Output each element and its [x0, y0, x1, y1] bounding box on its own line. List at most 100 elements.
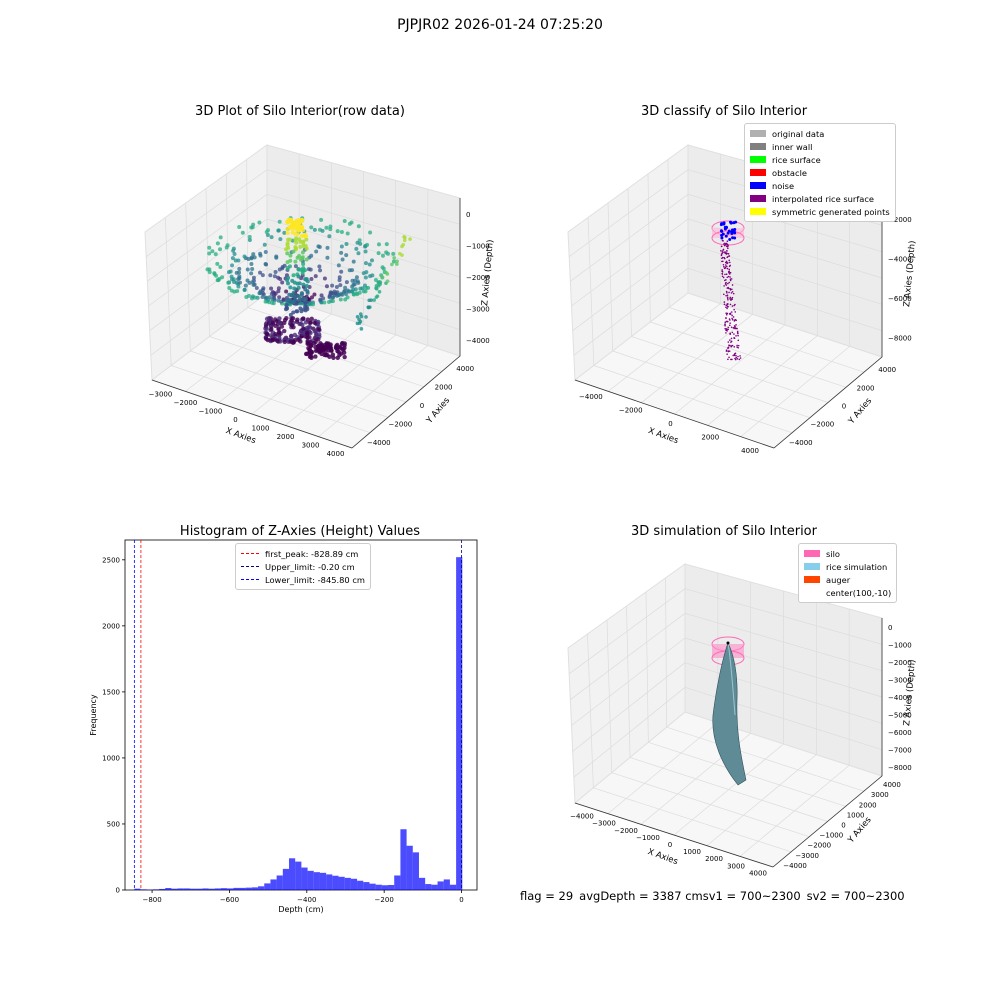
plot4-y-tick: −3000	[795, 852, 819, 860]
plot1-point	[408, 237, 412, 241]
interp-point	[730, 278, 733, 280]
plot1-point	[298, 321, 303, 326]
plot1-point	[226, 280, 231, 285]
plot1-point	[287, 264, 292, 269]
plot1-point	[298, 239, 303, 244]
plot4-z-tick: −7000	[888, 747, 912, 755]
plot1-y-axis-line	[351, 355, 461, 449]
histogram-x-tick: −200	[375, 896, 394, 904]
plot1-point	[273, 269, 278, 274]
plot1-point	[290, 221, 296, 227]
plot1-point	[355, 314, 360, 319]
plot1-point	[264, 326, 269, 331]
plot4-y-axis-line	[772, 775, 883, 868]
histogram-bar	[171, 888, 178, 890]
noise-point	[727, 229, 731, 233]
noise-point	[722, 222, 726, 226]
plot1-point	[304, 234, 309, 239]
plot1-point	[316, 244, 321, 249]
plot1-point	[331, 355, 336, 360]
interp-point	[722, 263, 725, 266]
noise-point	[720, 236, 724, 240]
plot1-point	[282, 230, 287, 235]
interp-point	[723, 244, 726, 247]
interp-point	[725, 313, 728, 316]
plot1-point	[351, 259, 356, 264]
plot2-x-tick: −4000	[579, 393, 603, 401]
plot1-point	[374, 286, 378, 290]
plot1-point	[384, 242, 389, 247]
interp-point	[726, 256, 729, 258]
histogram-title: Histogram of Z-Axies (Height) Values	[179, 524, 421, 539]
plot1-point	[324, 284, 329, 289]
noise-point	[733, 236, 737, 240]
plot1-x-tick: 2000	[277, 433, 295, 441]
plot1-x-tick: −2000	[174, 399, 198, 407]
plot1-point	[231, 248, 236, 253]
plot1-point	[339, 229, 344, 234]
histogram-bar	[159, 888, 166, 890]
interp-point	[737, 344, 740, 347]
interp-point	[723, 285, 725, 287]
plot1-x-tick: 3000	[302, 441, 320, 449]
plot2-legend-label: obstacle	[772, 167, 807, 178]
interp-point	[735, 356, 738, 359]
interp-point	[724, 279, 726, 282]
interp-point	[728, 273, 731, 275]
plot1-point	[247, 234, 252, 239]
interp-point	[725, 332, 727, 334]
sv2-text: sv2 = 700~2300	[806, 889, 905, 903]
interp-point	[726, 307, 728, 310]
plot1-point	[338, 283, 343, 288]
plot1-point	[368, 274, 373, 279]
histogram-bar	[313, 872, 320, 890]
plot1-x-tick: −3000	[149, 390, 173, 398]
noise-point	[721, 232, 725, 236]
plot1-point	[271, 337, 276, 342]
plot1-point	[363, 275, 368, 280]
interp-point	[726, 303, 729, 305]
plot1-point	[288, 312, 293, 317]
plot1-point	[282, 328, 287, 334]
interp-point	[725, 290, 728, 293]
interp-point	[728, 268, 731, 271]
plot2-legend-swatch	[750, 130, 766, 137]
plot4-x-tick: −2000	[614, 827, 638, 835]
histogram-legend-item: Upper_limit: -0.20 cm	[241, 560, 365, 573]
plot1-point	[334, 345, 339, 351]
plot1-point	[328, 290, 333, 295]
plot2-legend-swatch	[750, 156, 766, 163]
status-footer: flag = 29 avgDepth = 3387 cmsv1 = 700~230…	[520, 889, 911, 903]
interp-point	[726, 320, 729, 323]
plot2-x-tick: 0	[668, 420, 672, 428]
plot1-point	[290, 230, 295, 235]
noise-point	[724, 234, 728, 238]
plot1-point	[312, 292, 317, 297]
plot1-point	[285, 306, 290, 311]
plot1-point	[264, 331, 270, 337]
plot1-point	[291, 299, 296, 304]
plot1-point	[340, 257, 345, 262]
plot1-point	[347, 268, 352, 273]
plot1-point	[285, 231, 290, 236]
plot4-legend-item: rice simulation	[804, 560, 891, 573]
plot1-point	[291, 249, 296, 254]
plot1-point	[302, 268, 307, 273]
plot1-point	[364, 315, 368, 319]
interp-point	[729, 278, 732, 281]
plot1-point	[304, 237, 309, 242]
plot1-point	[299, 309, 304, 314]
interp-point	[730, 326, 733, 329]
plot2-grid	[568, 169, 689, 257]
plot2-z-tick: −8000	[888, 334, 912, 342]
plot1-point	[301, 261, 306, 266]
plot1-point	[267, 317, 272, 322]
plot1-z-tick: −2000	[466, 274, 490, 282]
interp-point	[726, 250, 728, 252]
plot1-point	[263, 262, 268, 267]
rice-simulation-surface	[712, 642, 747, 786]
plot1-point	[344, 241, 349, 246]
interp-point	[725, 306, 727, 308]
plot1-point	[299, 257, 304, 262]
